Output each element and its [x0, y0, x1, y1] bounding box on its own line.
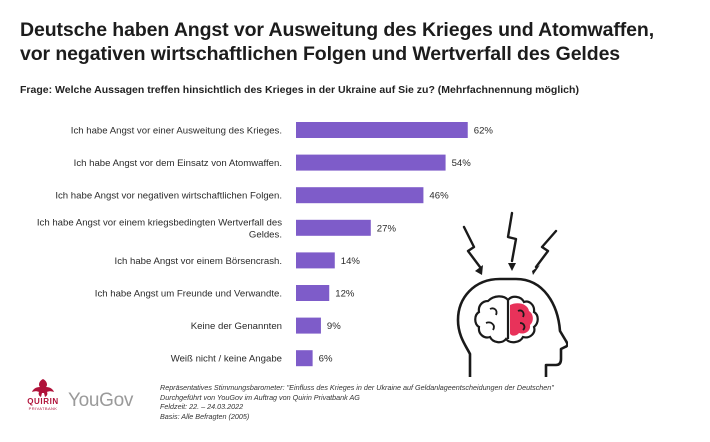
category-label: Ich habe Angst vor negativen wirtschaftl… — [55, 191, 282, 202]
note-line: Durchgeführt von YouGov im Auftrag von Q… — [160, 392, 360, 402]
chart-title: Deutsche haben Angst vor Ausweitung des … — [20, 18, 700, 66]
brain-head-icon — [456, 211, 568, 377]
bar-chart: Ich habe Angst vor einer Ausweitung des … — [37, 122, 494, 367]
bar — [296, 122, 468, 138]
note-line: Basis: Alle Befragten (2005) — [160, 411, 250, 421]
title-line-2: vor negativen wirtschaftlichen Folgen un… — [20, 43, 621, 65]
bar — [296, 219, 371, 236]
footer-logos: QUIRIN PRIVATBANK YouGov — [14, 378, 174, 428]
category-label: Weiß nicht / keine Angabe — [171, 354, 282, 365]
value-label: 12% — [335, 289, 355, 300]
value-label: 46% — [429, 191, 449, 202]
value-label: 62% — [474, 126, 494, 137]
title-line-1: Deutsche haben Angst vor Ausweitung des … — [20, 19, 655, 41]
survey-question: Frage: Welche Aussagen treffen hinsichtl… — [20, 84, 579, 96]
quirin-logo-subtext: PRIVATBANK — [28, 406, 58, 411]
note-line: Repräsentatives Stimmungsbarometer: "Ein… — [160, 383, 554, 392]
category-label: Ich habe Angst vor einer Ausweitung des … — [71, 126, 282, 137]
value-label: 27% — [377, 223, 397, 234]
category-label: Keine der Genannten — [191, 321, 282, 332]
quirin-griffin-icon — [32, 379, 54, 397]
bar — [296, 285, 330, 301]
methodology-notes: Repräsentatives Stimmungsbarometer: "Ein… — [160, 383, 700, 421]
category-label: Ich habe Angst vor einem kriegsbedingten… — [37, 217, 282, 240]
quirin-logo-text: QUIRIN — [27, 397, 59, 406]
category-label: Ich habe Angst vor dem Einsatz von Atomw… — [74, 158, 282, 169]
value-label: 9% — [327, 321, 341, 332]
bar — [296, 187, 424, 204]
category-label: Ich habe Angst um Freunde und Verwandte. — [95, 289, 282, 300]
bar — [296, 317, 321, 334]
bar — [296, 350, 313, 367]
bar — [296, 252, 335, 269]
bar — [296, 154, 446, 171]
note-line: Feldzeit: 22. – 24.03.2022 — [160, 402, 244, 412]
value-label: 6% — [319, 354, 333, 365]
value-label: 14% — [341, 256, 361, 267]
yougov-logo: YouGov — [68, 390, 134, 411]
value-label: 54% — [452, 158, 472, 169]
category-label: Ich habe Angst vor einem Börsencrash. — [115, 256, 282, 267]
